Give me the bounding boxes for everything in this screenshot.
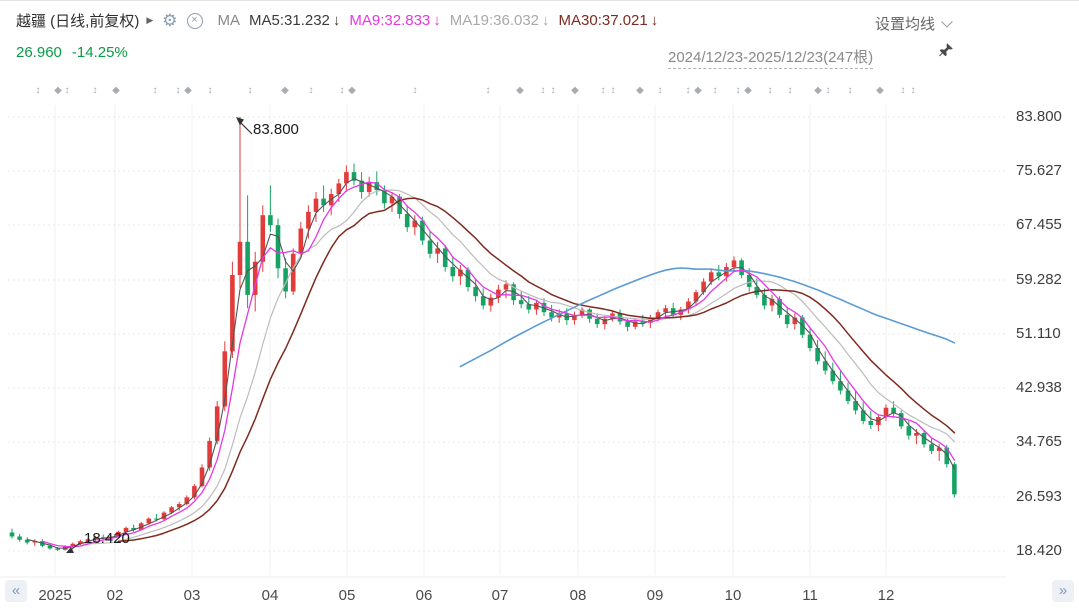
event-marker[interactable]: ↕ <box>35 85 41 96</box>
event-marker[interactable]: ↕ <box>485 85 491 96</box>
x-axis-label: 02 <box>106 587 124 604</box>
y-axis-label: 26.593 <box>1016 488 1062 505</box>
x-axis-label: 08 <box>569 587 587 604</box>
event-marker[interactable]: ↕ <box>540 85 546 96</box>
symbol-title[interactable]: 越疆 (日线,前复权) <box>16 13 140 30</box>
ma9-legend: MA9:32.833 ↓ <box>349 12 441 29</box>
x-axis-label: 06 <box>415 587 433 604</box>
pin-icon[interactable] <box>938 42 954 58</box>
ma30-legend: MA30:37.021 ↓ <box>558 12 659 29</box>
event-marker[interactable]: ↕ <box>767 85 773 96</box>
last-price: 26.960 <box>16 44 62 61</box>
y-axis-label: 34.765 <box>1016 433 1062 450</box>
event-marker[interactable]: ◆ <box>54 85 62 96</box>
x-axis-label: 12 <box>877 587 895 604</box>
x-axis-label: 03 <box>183 587 201 604</box>
ma-group-label: MA <box>217 12 241 29</box>
y-axis-label: 51.110 <box>1016 325 1061 342</box>
gear-icon[interactable]: ⚙ <box>162 11 178 30</box>
y-axis-label: 67.455 <box>1016 216 1062 233</box>
x-axis-label: 09 <box>646 587 664 604</box>
event-marker[interactable]: ↕ <box>657 85 663 96</box>
event-marker[interactable]: ↕ <box>550 85 556 96</box>
ma9-down-arrow: ↓ <box>433 12 441 29</box>
x-axis-label: 2025 <box>38 587 72 604</box>
x-axis-label: 07 <box>491 587 509 604</box>
event-marker[interactable]: ↕ <box>610 85 616 96</box>
event-marker[interactable]: ↕ <box>685 85 691 96</box>
ma30-down-arrow: ↓ <box>650 12 659 29</box>
event-marker[interactable]: ◆ <box>744 85 752 96</box>
ma19-legend: MA19:36.032 ↓ <box>449 12 550 29</box>
event-marker[interactable]: ↕ <box>64 85 70 96</box>
x-axis-label: 05 <box>338 587 356 604</box>
event-marker[interactable]: ◆ <box>636 85 644 96</box>
scroll-right-button[interactable]: » <box>1052 580 1074 602</box>
event-marker[interactable]: ↕ <box>339 85 345 96</box>
y-axis-label: 83.800 <box>1016 108 1062 125</box>
x-axis-label: 04 <box>261 587 279 604</box>
ma5-legend: MA5:31.232 ↓ <box>249 12 341 29</box>
event-marker[interactable]: ↕ <box>92 85 98 96</box>
low-price-annotation: 18.420 <box>84 530 130 547</box>
event-marker[interactable]: ↕ <box>308 85 314 96</box>
price-summary: 26.960 -14.25% <box>16 44 128 61</box>
event-marker[interactable]: ↕ <box>152 85 158 96</box>
ma-settings-button[interactable]: 设置均线 <box>875 13 953 34</box>
event-marker[interactable]: ↕ <box>412 85 418 96</box>
event-marker[interactable]: ↕ <box>735 85 741 96</box>
event-marker[interactable]: ↕ <box>247 85 253 96</box>
event-marker[interactable]: ↕ <box>910 85 916 96</box>
close-indicator-icon[interactable]: × <box>186 12 203 29</box>
ma19-down-arrow: ↓ <box>542 12 550 29</box>
event-marker[interactable]: ↕ <box>600 85 606 96</box>
event-marker[interactable]: ◆ <box>348 85 356 96</box>
event-marker[interactable]: ◆ <box>184 85 192 96</box>
title-dropdown-icon[interactable]: ▶ <box>146 15 154 25</box>
date-range-label[interactable]: 2024/12/23-2025/12/23(247根) <box>668 46 874 69</box>
event-marker[interactable]: ◆ <box>876 85 884 96</box>
event-marker[interactable]: ◆ <box>694 85 702 96</box>
event-marker[interactable]: ↕ <box>712 85 718 96</box>
event-marker[interactable]: ◆ <box>281 85 289 96</box>
event-marker[interactable]: ◆ <box>112 85 120 96</box>
y-axis-label: 59.282 <box>1016 271 1062 288</box>
chevron-down-icon <box>941 15 953 28</box>
event-marker[interactable]: ↕ <box>787 85 793 96</box>
y-axis-label: 18.420 <box>1016 542 1062 559</box>
event-marker[interactable]: ↕ <box>175 85 181 96</box>
event-marker[interactable]: ◆ <box>516 85 524 96</box>
y-axis-label: 75.627 <box>1016 162 1062 179</box>
x-axis-label: 11 <box>802 587 818 604</box>
event-marker[interactable]: ◆ <box>814 85 822 96</box>
ma5-down-arrow: ↓ <box>332 12 341 29</box>
event-marker[interactable]: ↕ <box>900 85 906 96</box>
x-axis-label: 10 <box>724 587 742 604</box>
peak-price-annotation: 83.800 <box>253 121 299 138</box>
event-marker[interactable]: ◆ <box>571 85 579 96</box>
event-marker[interactable]: ↕ <box>825 85 831 96</box>
scroll-left-button[interactable]: « <box>5 580 27 602</box>
chart-header: 越疆 (日线,前复权) ▶ ⚙ × MA MA5:31.232 ↓ MA9:32.… <box>16 10 658 31</box>
price-change-percent: -14.25% <box>71 44 128 61</box>
event-marker[interactable]: ↕ <box>207 85 213 96</box>
event-marker[interactable]: ↕ <box>847 85 853 96</box>
y-axis-label: 42.938 <box>1016 379 1062 396</box>
